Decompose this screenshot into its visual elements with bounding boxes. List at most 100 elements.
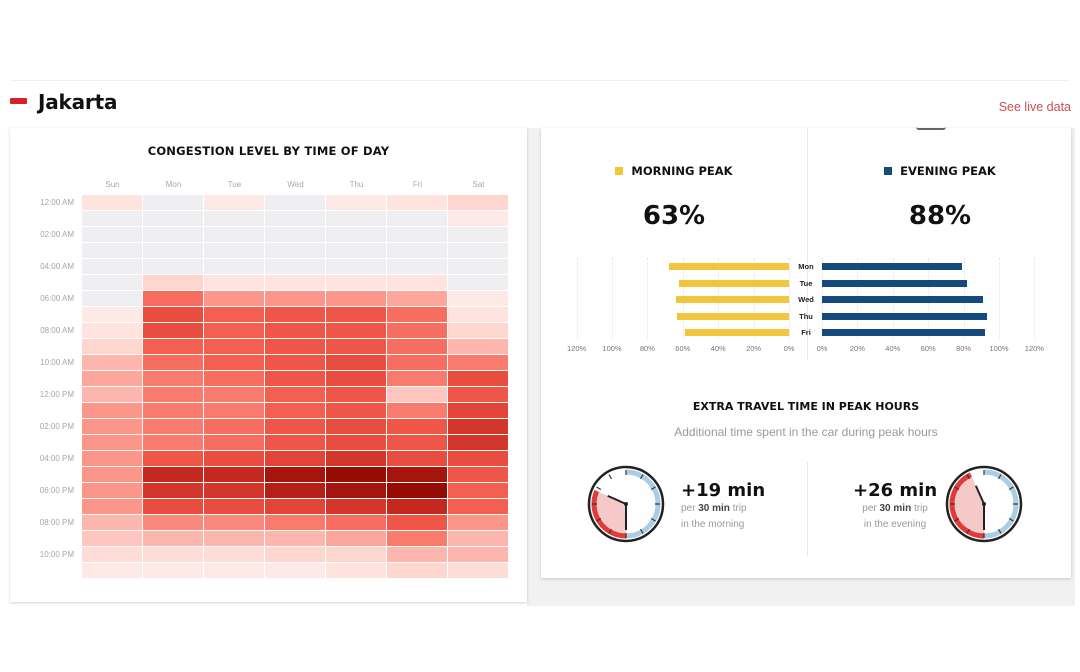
- see-live-data-link[interactable]: See live data: [998, 100, 1071, 114]
- heatmap-cell: [143, 403, 204, 419]
- heatmap-cell: [326, 275, 387, 291]
- heatmap-cell: [82, 243, 143, 259]
- heatmap-cell: [82, 355, 143, 371]
- gridline: [789, 258, 790, 340]
- morning-peak-value: 63%: [642, 201, 706, 231]
- heatmap-cell: [204, 451, 265, 467]
- morning-bar: [668, 263, 789, 270]
- heatmap-cell: [326, 403, 387, 419]
- heatmap-cell: [448, 371, 509, 387]
- heatmap-cell: [143, 195, 204, 211]
- heatmap-cell: [204, 563, 265, 579]
- heatmap-cell: [204, 323, 265, 339]
- heatmap-cell: [326, 323, 387, 339]
- heatmap-cell: [448, 339, 509, 355]
- heatmap-cell: [204, 291, 265, 307]
- day-header: Wed: [287, 180, 304, 189]
- heatmap-cell: [387, 323, 448, 339]
- heatmap-cell: [448, 243, 509, 259]
- evening-peak-label: EVENING PEAK: [900, 164, 996, 178]
- evening-extra: +26 min per 30 min trip in the evening: [853, 480, 937, 533]
- hour-label: 06:00 AM: [40, 294, 74, 303]
- heatmap-cell: [265, 307, 326, 323]
- heatmap-cell: [82, 467, 143, 483]
- day-header: Sat: [472, 180, 485, 189]
- heatmap-cell: [143, 323, 204, 339]
- heatmap-cell: [387, 371, 448, 387]
- heatmap-cell: [82, 387, 143, 403]
- heatmap-cell: [265, 467, 326, 483]
- hour-label: 10:00 AM: [40, 358, 74, 367]
- morning-peak-label: MORNING PEAK: [631, 164, 733, 178]
- heatmap-cell: [448, 483, 509, 499]
- heatmap-cell: [326, 259, 387, 275]
- evening-clock-icon: [945, 465, 1023, 543]
- heatmap-cell: [387, 291, 448, 307]
- heatmap-cell: [143, 483, 204, 499]
- heatmap-cell: [448, 515, 509, 531]
- morning-bar: [679, 279, 789, 287]
- extra-divider: [807, 462, 808, 556]
- heatmap-cell: [387, 243, 448, 259]
- heatmap-cell: [204, 515, 265, 531]
- heatmap-cell: [387, 195, 448, 211]
- heatmap-cell: [265, 387, 326, 403]
- heatmap-cell: [143, 275, 204, 291]
- gridline: [612, 258, 613, 340]
- heatmap-cell: [82, 339, 143, 355]
- flag-icon: [10, 98, 27, 104]
- extra-time-subtitle: Additional time spent in the car during …: [674, 425, 938, 439]
- x-tick-label: 40%: [885, 344, 901, 353]
- heatmap-cell: [204, 435, 265, 451]
- heatmap-cell: [143, 291, 204, 307]
- heatmap-cell: [143, 515, 204, 531]
- heatmap-cell: [387, 483, 448, 499]
- heatmap-cell: [448, 547, 509, 563]
- heatmap-cell: [448, 563, 509, 579]
- heatmap-cell: [204, 483, 265, 499]
- heatmap-cell: [82, 307, 143, 323]
- bar-day-label: Fri: [801, 328, 811, 337]
- x-tick-label: 100%: [602, 344, 622, 353]
- heatmap-cell: [265, 419, 326, 435]
- heatmap-cell: [387, 547, 448, 563]
- evening-bar: [822, 296, 984, 303]
- heatmap-cell: [448, 419, 509, 435]
- heatmap-cell: [143, 227, 204, 243]
- heatmap-cell: [448, 323, 509, 339]
- heatmap-cell: [143, 259, 204, 275]
- heatmap-cell: [265, 211, 326, 227]
- heatmap-cell: [387, 355, 448, 371]
- heatmap-cell: [82, 291, 143, 307]
- heatmap-cell: [204, 243, 265, 259]
- heatmap-cell: [82, 531, 143, 547]
- heatmap-cell: [143, 531, 204, 547]
- header-divider: [10, 80, 1070, 81]
- x-tick-label: 40%: [710, 344, 726, 353]
- morning-extra-note: in the morning: [681, 519, 745, 530]
- heatmap-cell: [387, 435, 448, 451]
- evening-extra-note: in the evening: [863, 519, 927, 530]
- heatmap-cell: [448, 403, 509, 419]
- hour-label: 04:00 AM: [40, 262, 74, 271]
- heatmap-cell: [326, 307, 387, 323]
- day-header: Sun: [105, 180, 120, 189]
- morning-clock-icon: [587, 465, 665, 543]
- morning-extra: +19 min per 30 min trip in the morning: [681, 480, 765, 533]
- morning-bar: [675, 296, 789, 303]
- heatmap-cell: [82, 419, 143, 435]
- day-header: Tue: [227, 180, 242, 189]
- morning-peak: MORNING PEAK 63%: [541, 160, 807, 231]
- heatmap-cell: [265, 531, 326, 547]
- hour-label: 12:00 PM: [39, 390, 74, 399]
- heatmap-cell: [143, 211, 204, 227]
- heatmap-cell: [204, 547, 265, 563]
- heatmap-cell: [143, 355, 204, 371]
- heatmap-cell: [326, 563, 387, 579]
- heatmap-cell: [265, 499, 326, 515]
- heatmap-cell: [387, 467, 448, 483]
- morning-bar: [684, 329, 789, 336]
- bar-day-label: Thu: [799, 311, 813, 321]
- heatmap-cell: [387, 499, 448, 515]
- heatmap-cell: [448, 291, 509, 307]
